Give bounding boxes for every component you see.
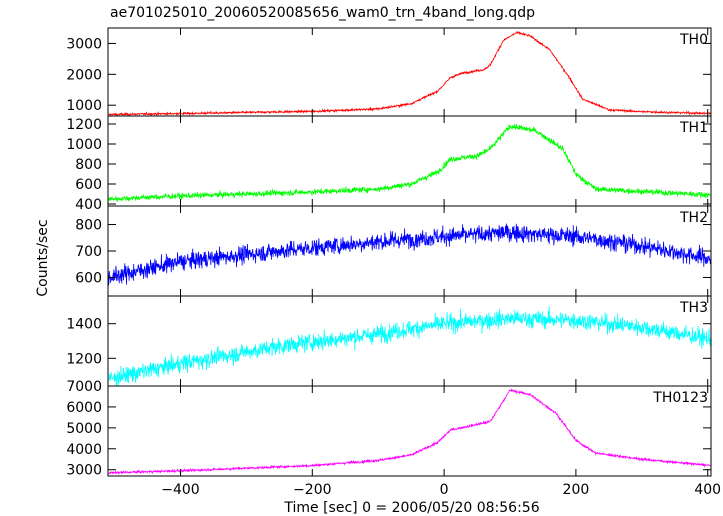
y-tick-label: 400 — [75, 197, 102, 213]
panel-th0: 1000 2000 3000 TH0 — [66, 27, 712, 117]
x-tick-label: 400 — [694, 482, 721, 498]
y-tick-label: 7000 — [66, 379, 102, 395]
x-axis: −400 −200 0 200 400 — [161, 482, 721, 498]
y-tick-label: 1200 — [66, 351, 102, 367]
y-tick-label: 5000 — [66, 421, 102, 437]
panel-frame — [107, 115, 712, 207]
y-tick-label: 600 — [75, 270, 102, 286]
panel-th1: 400 600 800 1000 1200 TH1 — [66, 115, 712, 213]
panel-frame — [107, 295, 712, 387]
x-axis-label: Time [sec] 0 = 2006/05/20 08:56:56 — [283, 500, 539, 516]
series-line-th0123 — [108, 388, 711, 476]
y-tick-label: 700 — [75, 244, 102, 260]
y-tick-label: 600 — [75, 177, 102, 193]
y-tick-label: 6000 — [66, 400, 102, 416]
series-label-th1: TH1 — [679, 120, 708, 136]
y-tick-label: 1400 — [66, 317, 102, 333]
y-tick-label: 1200 — [66, 117, 102, 133]
figure-title: ae701025010_20060520085656_wam0_trn_4ban… — [110, 5, 535, 21]
x-tick-label: 0 — [440, 482, 449, 498]
y-tick-label: 4000 — [66, 442, 102, 458]
y-tick-label: 3000 — [66, 463, 102, 479]
y-tick-label: 1000 — [66, 137, 102, 153]
series-line-th3 — [108, 306, 711, 386]
series-label-th0: TH0 — [679, 32, 708, 48]
series-line-th1 — [108, 123, 711, 202]
panel-frame — [107, 205, 712, 297]
series-label-th3: TH3 — [679, 300, 708, 316]
panel-th2: 600 700 800 TH2 — [75, 205, 712, 297]
panel-th3: 1200 1400 TH3 — [66, 295, 712, 387]
y-tick-label: 2000 — [66, 67, 102, 83]
panel-frame — [107, 385, 712, 477]
y-axis-label: Counts/sec — [35, 219, 51, 296]
panel-frame — [107, 27, 712, 117]
series-label-th2: TH2 — [679, 210, 708, 226]
y-tick-label: 3000 — [66, 36, 102, 52]
series-line-th0 — [108, 31, 711, 116]
series-line-th2 — [108, 223, 711, 286]
panels-group: 1000 2000 3000 TH0 400 600 800 1000 1200 TH1 600 70… — [66, 27, 712, 479]
y-tick-label: 800 — [75, 157, 102, 173]
x-tick-label: −200 — [293, 482, 331, 498]
panel-th0123: 3000 4000 5000 6000 7000 TH0123 — [66, 379, 712, 479]
series-label-th0123: TH0123 — [652, 390, 708, 406]
x-tick-label: 200 — [563, 482, 590, 498]
x-tick-label: −400 — [161, 482, 199, 498]
y-tick-label: 1000 — [66, 98, 102, 114]
y-tick-label: 800 — [75, 218, 102, 234]
